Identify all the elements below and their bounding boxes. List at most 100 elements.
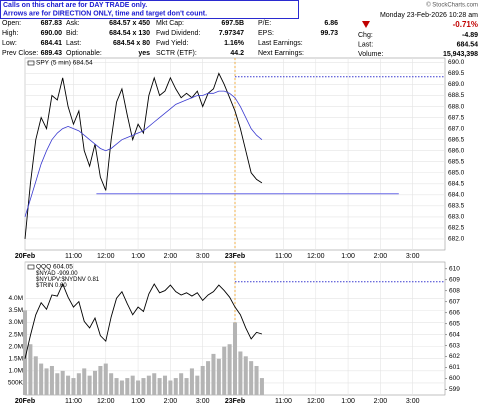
quote-label: EPS:	[258, 30, 274, 37]
volume-bar	[162, 375, 168, 395]
quote-value: 99.73	[320, 30, 338, 37]
quote-label: Fwd Dividend:	[156, 30, 200, 37]
notice-box	[0, 0, 299, 19]
quote-value: -4.89	[462, 32, 478, 39]
quote-value: 684.54 x 130	[109, 30, 150, 37]
volume-bar	[157, 378, 162, 395]
volume-bar	[259, 378, 264, 395]
volume-bar	[114, 378, 119, 395]
y2-tick-label: 610	[449, 265, 460, 272]
quote-value: 690.00	[41, 30, 63, 37]
volume-bar	[22, 310, 28, 395]
y-tick-label: 683.0	[448, 214, 465, 221]
y-tick-label: 1.0M	[9, 368, 23, 375]
y-tick-label: 688.0	[448, 103, 465, 110]
x-tick-label: 2:00	[164, 253, 178, 260]
quote-value: 684.54	[457, 41, 479, 48]
y2-tick-label: 606	[449, 309, 460, 316]
quote-value: 697.5B	[221, 20, 244, 27]
volume-bar	[227, 344, 232, 395]
quote-label: Last:	[358, 41, 373, 48]
quote-label: Open:	[2, 20, 21, 27]
volume-bar	[152, 373, 157, 395]
volume-bar	[82, 368, 87, 395]
y2-tick-label: 601	[449, 364, 460, 371]
y2-tick-label: 609	[449, 276, 460, 283]
volume-bar	[232, 322, 238, 395]
quote-value: 684.57 x 450	[109, 20, 150, 27]
volume-bar	[184, 378, 189, 395]
volume-bar	[125, 378, 130, 395]
x-tick-label: 1:00	[131, 398, 145, 405]
quote-label: Fwd Yield:	[156, 40, 188, 47]
y-tick-label: 3.0M	[9, 319, 23, 326]
x-tick-label: 20Feb	[15, 398, 35, 405]
quote-value: 15,943,398	[443, 51, 478, 58]
y-tick-label: 682.5	[448, 225, 465, 232]
change-pct: -0.71%	[453, 20, 478, 29]
y-tick-label: 4.0M	[9, 295, 23, 302]
y-tick-label: 685.0	[448, 169, 465, 176]
y-tick-label: 688.5	[448, 92, 465, 99]
quote-value: 684.41	[41, 40, 63, 47]
quote-value: 687.83	[41, 20, 63, 27]
x-tick-label: 11:00	[275, 253, 292, 260]
quote-value: 6.86	[324, 20, 338, 27]
volume-bar	[136, 380, 141, 395]
x-tick-label: 11:00	[65, 253, 82, 260]
x-tick-label: 23Feb	[225, 398, 245, 405]
price-line	[24, 282, 263, 359]
y-tick-label: 685.5	[448, 158, 465, 165]
y-tick-label: 687.0	[448, 125, 465, 132]
volume-bar	[76, 373, 81, 395]
volume-bar	[189, 368, 194, 395]
y-tick-label: 686.0	[448, 147, 465, 154]
x-tick-label: 23Feb	[225, 253, 245, 260]
volume-bar	[146, 375, 151, 395]
volume-bar	[60, 370, 65, 395]
x-tick-label: 12:00	[97, 398, 115, 405]
x-tick-label: 2:00	[164, 398, 178, 405]
notice-text: Calls on this chart are for DAY TRADE on…	[3, 2, 147, 9]
volume-bar	[200, 365, 205, 395]
quote-label: Chg:	[358, 32, 373, 39]
y-tick-label: 500K	[8, 380, 24, 387]
x-tick-label: 12:00	[307, 253, 325, 260]
x-tick-label: 2:00	[374, 253, 388, 260]
y2-tick-label: 608	[449, 287, 460, 294]
volume-bar	[216, 358, 221, 395]
volume-bar	[238, 351, 243, 395]
volume-bar	[49, 365, 54, 395]
volume-bar	[66, 375, 71, 395]
volume-bar	[119, 380, 124, 395]
volume-bar	[33, 356, 38, 395]
x-tick-label: 3:00	[406, 253, 420, 260]
legend-entry: QQQ 604.05	[36, 264, 73, 271]
volume-bar	[44, 368, 49, 395]
y-tick-label: 687.5	[448, 114, 465, 121]
y2-tick-label: 603	[449, 342, 460, 349]
y2-tick-label: 605	[449, 320, 460, 327]
volume-bar	[55, 373, 60, 395]
quote-value: 1.16%	[224, 40, 245, 47]
volume-bar	[71, 378, 76, 395]
quote-label: SCTR (ETF):	[156, 50, 197, 57]
volume-bar	[173, 378, 178, 395]
y-tick-label: 684.5	[448, 181, 465, 188]
x-tick-label: 11:00	[65, 398, 82, 405]
overlay-label: $NYUPV:$NYDNV 0.81	[36, 277, 100, 283]
legend-swatch	[27, 264, 35, 270]
volume-bar	[168, 380, 173, 395]
quote-label: Next Earnings:	[258, 50, 304, 57]
quote-value: 689.43	[41, 50, 63, 57]
quote-label: Volume:	[358, 51, 383, 58]
overlay-label: $NYAD -909.00	[36, 271, 78, 277]
y2-tick-label: 599	[449, 386, 460, 393]
volume-bar	[243, 356, 248, 395]
x-tick-label: 3:00	[406, 398, 420, 405]
x-tick-label: 12:00	[307, 398, 325, 405]
volume-bar	[98, 365, 103, 395]
y-tick-label: 689.0	[448, 81, 465, 88]
y2-tick-label: 604	[449, 331, 460, 338]
x-tick-label: 3:00	[196, 398, 210, 405]
